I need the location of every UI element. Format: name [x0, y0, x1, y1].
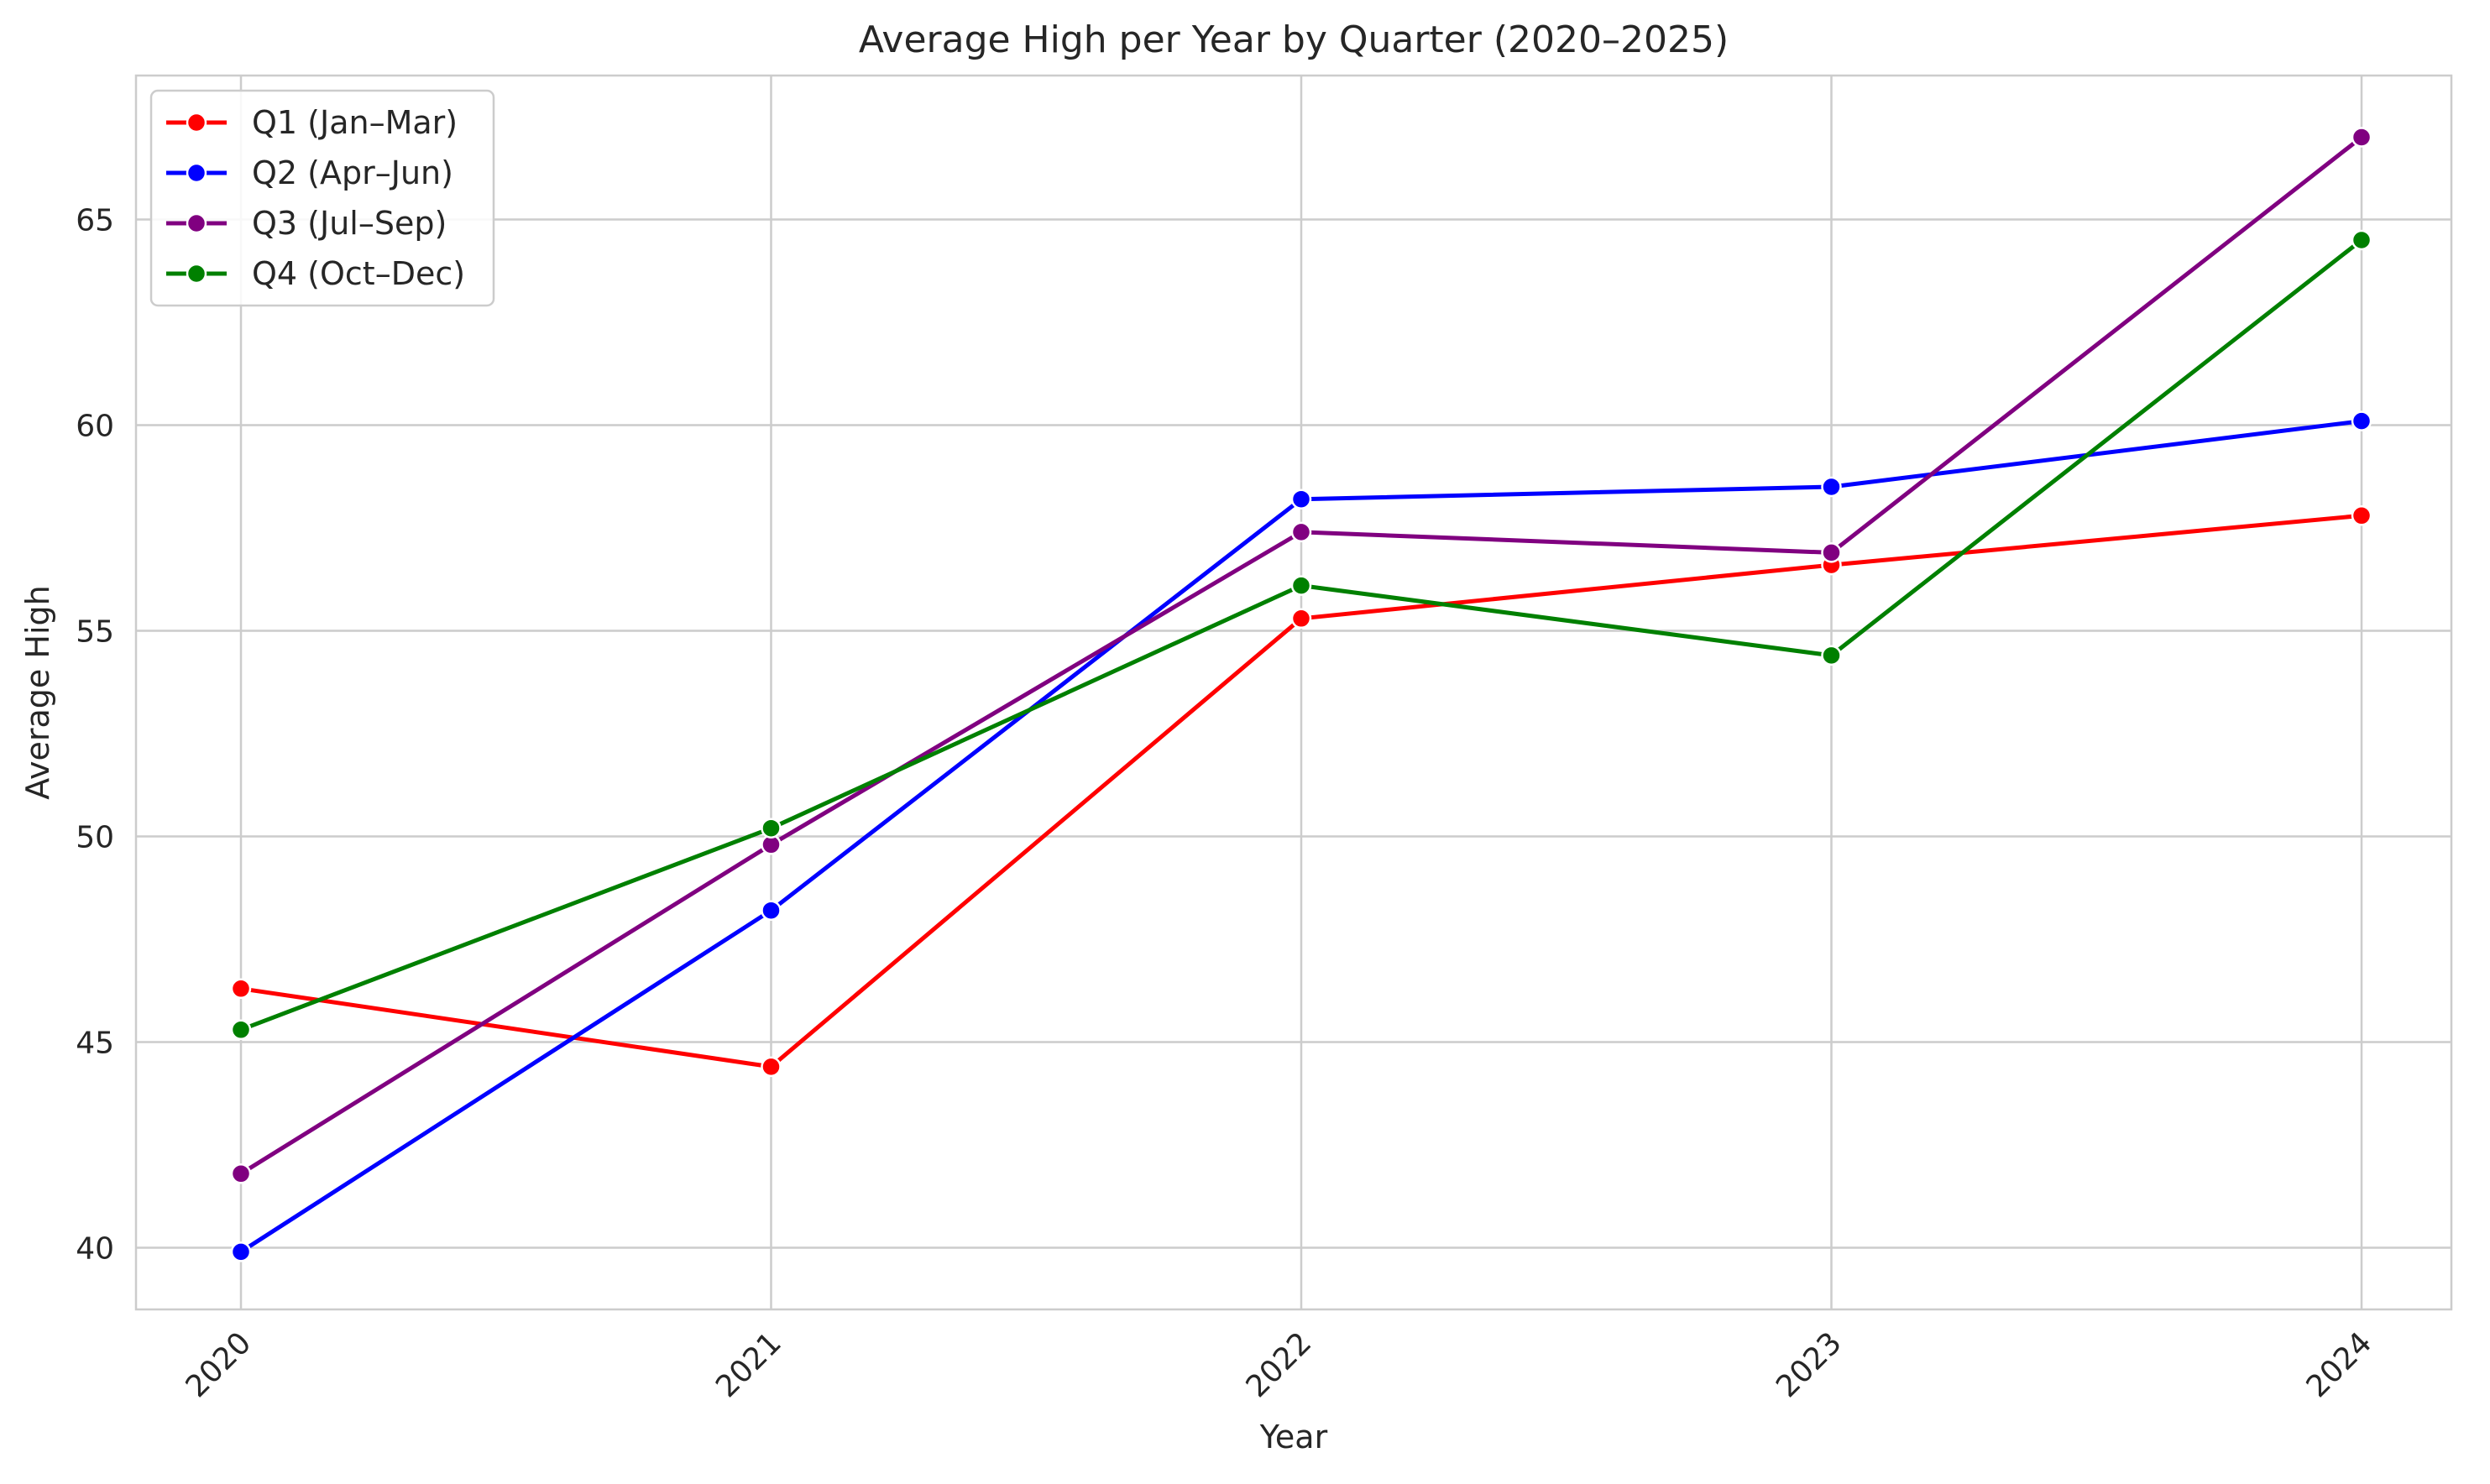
data-point [230, 1163, 252, 1184]
y-tick-label: 55 [76, 615, 114, 650]
data-point [230, 1019, 252, 1041]
legend-label: Q1 (Jan–Mar) [252, 104, 458, 141]
chart-title: Average High per Year by Quarter (2020–2… [859, 18, 1729, 61]
legend-box [149, 89, 495, 307]
legend-item: Q4 (Oct–Dec) [166, 255, 465, 292]
series-group [230, 127, 2372, 1184]
legend-label: Q4 (Oct–Dec) [252, 255, 465, 292]
legend: Q1 (Jan–Mar) Q2 (Apr–Jun) Q3 (Jul–Sep) Q4 (… [149, 89, 495, 307]
data-point [761, 1056, 782, 1078]
data-point [1821, 645, 1842, 666]
grid-lines [136, 76, 2451, 1309]
data-point [761, 818, 782, 839]
data-point [2351, 229, 2372, 251]
data-point [230, 1241, 252, 1262]
plot-frame [134, 74, 2453, 1311]
legend-item: Q1 (Jan–Mar) [166, 104, 458, 141]
series-lines [230, 127, 2372, 1262]
data-point [1290, 575, 1312, 596]
legend-item: Q3 (Jul–Sep) [166, 205, 447, 242]
data-point [2351, 410, 2372, 431]
y-tick-label: 65 [76, 204, 114, 238]
y-tick-label: 50 [76, 821, 114, 855]
data-point [230, 978, 252, 1000]
legend-marker-swatch [186, 263, 207, 285]
legend-marker-swatch [186, 112, 207, 133]
data-point [1821, 542, 1842, 563]
y-tick-label: 45 [76, 1027, 114, 1061]
series-group [230, 410, 2372, 1262]
legend-marker-swatch [186, 212, 207, 234]
legend-label: Q2 (Apr–Jun) [252, 154, 453, 191]
data-point [2351, 127, 2372, 148]
data-point [761, 900, 782, 921]
legend-label: Q3 (Jul–Sep) [252, 205, 447, 242]
legend-item: Q2 (Apr–Jun) [166, 154, 453, 191]
data-point [1821, 476, 1842, 498]
data-point [2351, 505, 2372, 526]
data-point [1290, 489, 1312, 509]
y-tick-label: 60 [76, 410, 114, 444]
series-group [230, 229, 2372, 1041]
legend-marker-swatch [186, 162, 207, 184]
y-axis-label: Average High [19, 585, 56, 799]
data-point [1290, 608, 1312, 630]
x-axis-label: Year [1259, 1419, 1328, 1455]
y-tick-label: 40 [76, 1232, 114, 1267]
data-point [1290, 521, 1312, 543]
